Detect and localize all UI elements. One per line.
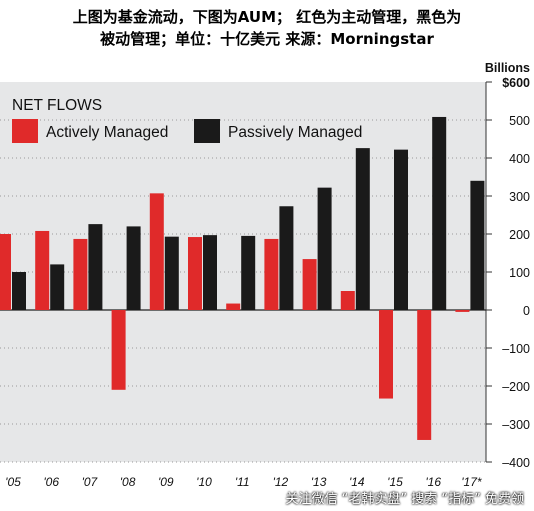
y-tick-label: $600 <box>502 76 530 90</box>
y-tick-label: 100 <box>509 266 530 280</box>
passive-bar-16 <box>432 116 447 311</box>
active-bar-07 <box>73 238 88 310</box>
x-tick-label: '08 <box>120 475 136 489</box>
active-bar-11 <box>226 303 241 310</box>
passive-bar-09 <box>164 236 179 310</box>
caption: 上图为基金流动，下图为AUM； 红色为主动管理，黑色为 被动管理；单位：十亿美元… <box>0 6 534 50</box>
active-bar-16 <box>417 310 432 440</box>
unit-label: Billions <box>485 61 530 75</box>
caption-line-1: 上图为基金流动，下图为AUM； 红色为主动管理，黑色为 <box>72 8 462 26</box>
passive-bar-05 <box>12 272 26 310</box>
passive-bar-10 <box>203 235 217 310</box>
y-tick-label: 400 <box>509 152 530 166</box>
x-tick-label: '05 <box>5 475 21 489</box>
x-tick-label: '06 <box>43 475 59 489</box>
x-tick-label: '10 <box>196 475 212 489</box>
x-tick-label: '14 <box>349 475 365 489</box>
y-tick-label: 500 <box>509 114 530 128</box>
active-bar-12 <box>264 238 279 310</box>
y-tick-label: –100 <box>502 342 530 356</box>
y-tick-label: –200 <box>502 380 530 394</box>
x-tick-label: '13 <box>311 475 327 489</box>
passive-bar-17 <box>470 180 485 310</box>
active-bar-15 <box>379 310 393 399</box>
active-bar-13 <box>302 259 317 310</box>
active-bar-17 <box>455 310 470 312</box>
active-bar-10 <box>188 237 202 310</box>
passive-bar-06 <box>50 264 65 310</box>
x-tick-label: '11 <box>235 475 250 489</box>
passive-bar-12 <box>279 206 294 310</box>
y-tick-label: –300 <box>502 418 530 432</box>
y-tick-label: 0 <box>523 304 530 318</box>
chart-title: NET FLOWS <box>12 97 102 114</box>
passive-bar-08 <box>126 226 141 310</box>
passive-bar-07 <box>88 224 103 310</box>
x-tick-label: '09 <box>158 475 174 489</box>
legend-swatch-passive <box>194 119 220 143</box>
active-bar-09 <box>149 193 164 310</box>
legend-label-passive: Passively Managed <box>228 124 362 141</box>
passive-bar-15 <box>394 149 408 310</box>
y-tick-label: 300 <box>509 190 530 204</box>
passive-bar-14 <box>355 148 370 310</box>
active-bar-05 <box>0 234 11 310</box>
active-bar-06 <box>35 230 50 310</box>
x-tick-label: '12 <box>273 475 289 489</box>
passive-bar-11 <box>241 235 256 310</box>
x-tick-label: '16 <box>425 475 441 489</box>
passive-bar-13 <box>317 187 332 310</box>
watermark-footer: 关注微信 “老韩实盘” 搜索 “指标” 免费领 <box>285 492 524 507</box>
legend-swatch-active <box>12 119 38 143</box>
x-tick-label: '07 <box>82 475 99 489</box>
active-bar-14 <box>340 291 355 310</box>
y-tick-label: 200 <box>509 228 530 242</box>
x-tick-label: '17* <box>461 475 482 489</box>
caption-line-2: 被动管理；单位：十亿美元 来源：Morningstar <box>100 30 434 48</box>
x-tick-label: '15 <box>387 475 403 489</box>
y-tick-label: –400 <box>502 456 530 470</box>
active-bar-08 <box>111 310 126 390</box>
legend-label-active: Actively Managed <box>46 124 168 141</box>
